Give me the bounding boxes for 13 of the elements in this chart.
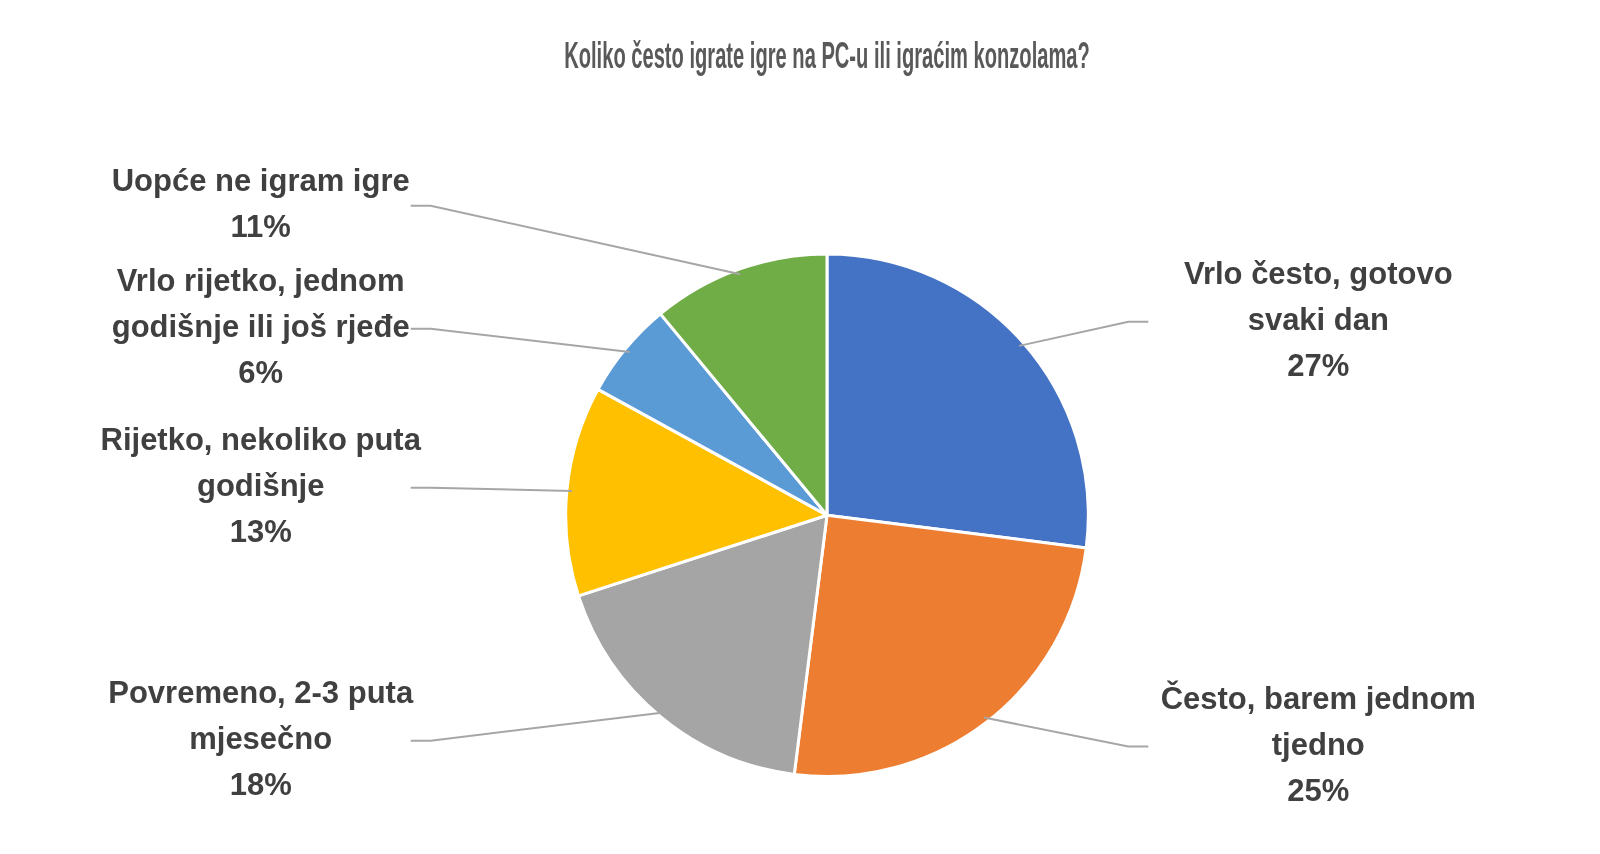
slice-label: Vrlo često, gotovo svaki dan xyxy=(1183,256,1453,338)
slice-label: Povremeno, 2-3 puta mjesečno xyxy=(108,675,414,757)
slice-label: Uopće ne igram igre xyxy=(111,163,410,199)
chart-title: Koliko često igrate igre na PC-u ili igraćim konzolama? xyxy=(564,34,1090,76)
slice-label: Često, barem jednom tjedno xyxy=(1160,679,1476,762)
slice-label: Rijetko, nekoliko puta godišnje xyxy=(100,422,422,504)
slice-label: Vrlo rijetko, jednom godišnje ili još rjeđe xyxy=(111,263,410,345)
data-label: 11% xyxy=(230,209,291,245)
data-label: 13% xyxy=(229,514,292,550)
data-label: 27% xyxy=(1287,348,1350,384)
data-label: 25% xyxy=(1287,772,1350,808)
data-label: 18% xyxy=(229,767,292,803)
data-label: 6% xyxy=(238,355,284,391)
